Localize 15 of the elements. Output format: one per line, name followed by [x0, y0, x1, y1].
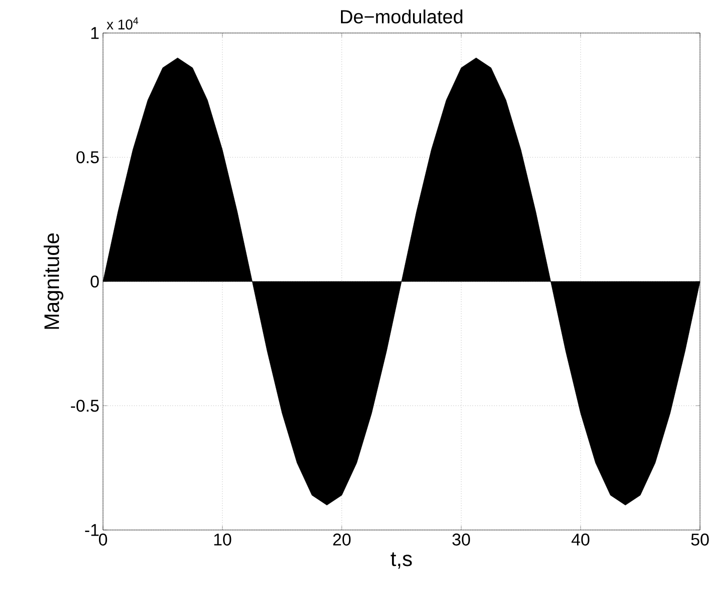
x-tick-label: 10 [214, 534, 232, 546]
x-tick-label: 30 [452, 534, 470, 546]
text: x 10$^{4}$ [106, 17, 138, 30]
y-tick-label: 1 [91, 27, 99, 39]
x-tick-label: 40 [572, 534, 590, 546]
y-tick-label: -0.5 [70, 400, 99, 412]
y-tick-label: 0.5 [76, 151, 99, 164]
y-tick-label: -1 [85, 524, 99, 536]
x-tick-label: 50 [691, 534, 709, 546]
y-tick-label: 0 [90, 275, 99, 288]
y-axis-title: Magnitude [44, 233, 64, 329]
chart-title: De−modulated [341, 10, 462, 24]
x-tick-label: 20 [333, 534, 351, 546]
x-axis-title: t,s [390, 552, 412, 569]
x-tick-label: 0 [98, 534, 108, 546]
